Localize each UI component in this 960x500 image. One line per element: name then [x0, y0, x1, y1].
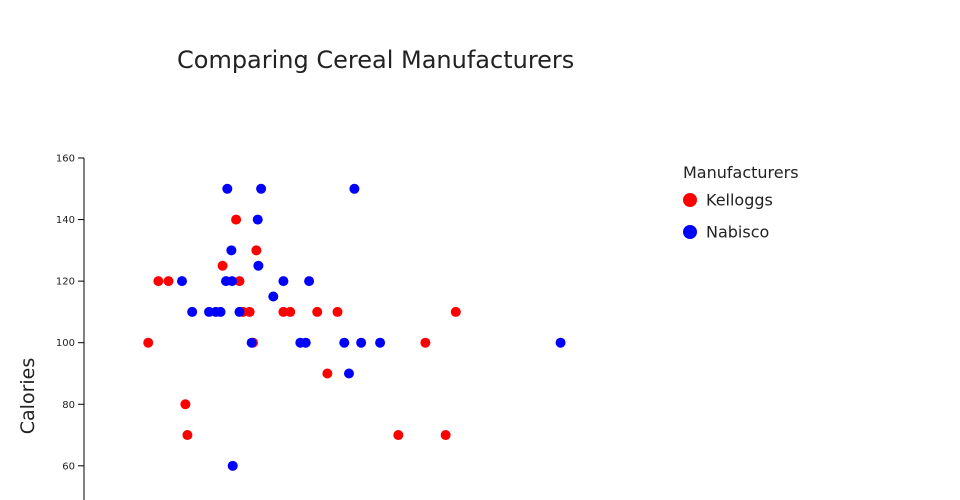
data-point-kelloggs[interactable] — [251, 245, 262, 256]
data-point-nabisco[interactable] — [339, 337, 350, 348]
data-point-nabisco[interactable] — [268, 291, 279, 302]
data-point-kelloggs[interactable] — [244, 306, 255, 317]
chart-title: Comparing Cereal Manufacturers — [177, 46, 574, 74]
data-point-nabisco[interactable] — [349, 183, 360, 194]
data-point-kelloggs[interactable] — [393, 430, 404, 441]
data-point-nabisco[interactable] — [177, 276, 188, 287]
data-point-kelloggs[interactable] — [231, 214, 242, 225]
data-points — [143, 183, 566, 471]
data-point-nabisco[interactable] — [246, 337, 257, 348]
data-point-nabisco[interactable] — [304, 276, 315, 287]
data-point-kelloggs[interactable] — [312, 306, 323, 317]
legend-label-kelloggs[interactable]: Kelloggs — [706, 191, 773, 210]
data-point-kelloggs[interactable] — [420, 337, 431, 348]
legend-label-nabisco[interactable]: Nabisco — [706, 223, 769, 242]
data-point-nabisco[interactable] — [222, 183, 233, 194]
data-point-kelloggs[interactable] — [285, 306, 296, 317]
data-point-nabisco[interactable] — [300, 337, 311, 348]
data-point-nabisco[interactable] — [187, 306, 198, 317]
data-point-kelloggs[interactable] — [217, 260, 228, 271]
data-point-kelloggs[interactable] — [182, 430, 193, 441]
y-tick-label: 80 — [62, 400, 75, 411]
y-tick-label: 100 — [56, 338, 75, 349]
y-tick-label: 60 — [62, 461, 75, 472]
data-point-kelloggs[interactable] — [450, 306, 461, 317]
legend-title: Manufacturers — [683, 163, 799, 182]
data-point-nabisco[interactable] — [253, 260, 264, 271]
data-point-nabisco[interactable] — [256, 183, 267, 194]
legend-marker-kelloggs[interactable] — [683, 193, 697, 207]
data-point-nabisco[interactable] — [215, 306, 226, 317]
data-point-kelloggs[interactable] — [163, 276, 174, 287]
data-point-kelloggs[interactable] — [440, 430, 451, 441]
data-point-kelloggs[interactable] — [153, 276, 164, 287]
data-point-nabisco[interactable] — [356, 337, 367, 348]
y-tick-label: 120 — [56, 277, 75, 288]
data-point-kelloggs[interactable] — [322, 368, 333, 379]
data-point-kelloggs[interactable] — [234, 276, 245, 287]
data-point-kelloggs[interactable] — [180, 399, 191, 410]
y-tick-label: 140 — [56, 215, 75, 226]
data-point-nabisco[interactable] — [226, 245, 237, 256]
data-point-nabisco[interactable] — [343, 368, 354, 379]
y-axis-label: Calories — [17, 358, 39, 435]
data-point-kelloggs[interactable] — [332, 306, 343, 317]
y-axis: 60 80 100 120 140 160 — [56, 154, 85, 500]
legend-marker-nabisco[interactable] — [683, 225, 697, 239]
data-point-nabisco[interactable] — [252, 214, 263, 225]
data-point-nabisco[interactable] — [278, 276, 289, 287]
data-point-nabisco[interactable] — [375, 337, 386, 348]
series-nabisco — [177, 183, 566, 471]
data-point-kelloggs[interactable] — [143, 337, 154, 348]
data-point-nabisco[interactable] — [227, 276, 238, 287]
data-point-nabisco[interactable] — [227, 460, 238, 471]
data-point-nabisco[interactable] — [234, 306, 245, 317]
series-kelloggs — [143, 214, 461, 441]
y-tick-label: 160 — [56, 154, 75, 165]
data-point-nabisco[interactable] — [555, 337, 566, 348]
legend: Manufacturers Kelloggs Nabisco — [683, 163, 799, 242]
